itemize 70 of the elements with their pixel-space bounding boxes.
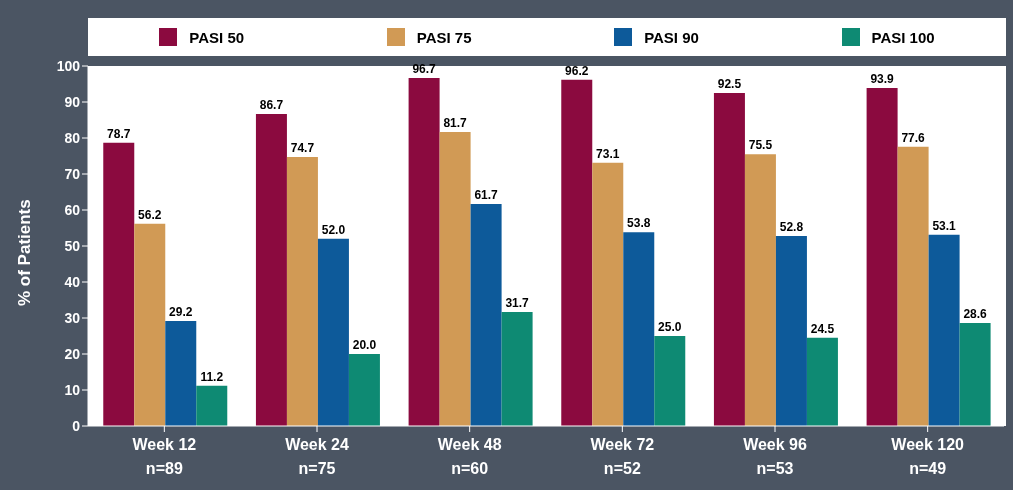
data-label: 20.0 (352, 338, 377, 352)
bar (561, 79, 593, 426)
bar (713, 93, 745, 426)
data-label: 73.1 (596, 146, 620, 161)
bar (959, 323, 991, 426)
data-label: 92.5 (717, 77, 742, 91)
y-tick-label: 0 (72, 417, 81, 434)
y-tick-label: 70 (64, 165, 81, 182)
data-label: 53.1 (932, 218, 957, 233)
legend-label: PASI 100 (871, 28, 935, 46)
bar (744, 154, 776, 426)
y-tick-label: 10 (64, 381, 81, 398)
data-label: 74.7 (290, 141, 315, 156)
data-label: 77.6 (901, 130, 926, 145)
legend-label: PASI 75 (416, 28, 472, 46)
bar (348, 354, 380, 426)
y-tick-label: 100 (56, 57, 81, 74)
data-label: 86.7 (259, 97, 284, 112)
x-tick-label: Week 96 n=53 (743, 436, 807, 477)
bar (623, 232, 655, 426)
bar (501, 311, 533, 426)
bar (928, 234, 960, 426)
data-label: 93.9 (870, 71, 895, 86)
x-tick-label: Week 120 n=49 (891, 436, 965, 477)
y-tick-label: 20 (64, 345, 81, 362)
bar (165, 320, 197, 426)
y-tick-label: 40 (64, 273, 81, 290)
y-tick-label: 80 (64, 129, 81, 146)
bar (317, 238, 349, 426)
bar (439, 131, 471, 426)
x-tick-label: Week 24 n=75 (285, 436, 349, 477)
data-label: 28.6 (963, 307, 988, 322)
data-label: 31.7 (505, 295, 530, 310)
data-label: 96.2 (565, 63, 589, 78)
y-axis-title: % of Patients (15, 199, 35, 306)
y-tick-label: 50 (64, 237, 81, 254)
x-tick-label: Week 48 n=60 (437, 436, 502, 477)
data-label: 75.5 (748, 138, 773, 153)
data-label: 78.7 (107, 126, 131, 141)
y-tick-label: 60 (64, 201, 81, 218)
x-tick-label: Week 72 n=52 (590, 436, 655, 477)
data-label: 11.2 (200, 369, 224, 384)
x-tick-label: Week 12 n=89 (132, 436, 197, 477)
y-tick-label: 90 (64, 93, 81, 110)
bar (654, 336, 686, 426)
bar (103, 142, 135, 426)
bar (196, 385, 228, 426)
data-label: 25.0 (658, 320, 682, 334)
bar (592, 162, 624, 426)
data-label: 61.7 (474, 187, 499, 202)
bar (408, 77, 440, 426)
data-label: 29.2 (169, 304, 193, 319)
data-label: 53.8 (627, 216, 651, 231)
bar (775, 235, 807, 426)
bar (897, 146, 929, 426)
data-label: 52.8 (779, 219, 804, 234)
bar (255, 113, 287, 426)
bar (806, 337, 838, 426)
bar (470, 203, 502, 426)
legend-label: PASI 90 (644, 28, 699, 46)
bar (866, 87, 898, 426)
data-label: 24.5 (810, 321, 835, 336)
legend-label: PASI 50 (189, 28, 245, 46)
data-label: 96.7 (412, 61, 437, 76)
data-label: 81.7 (443, 115, 468, 130)
data-label: 56.2 (138, 207, 162, 222)
y-tick-label: 30 (64, 309, 81, 326)
bar (134, 223, 166, 426)
bar (286, 157, 318, 426)
data-label: 52.0 (321, 222, 346, 237)
